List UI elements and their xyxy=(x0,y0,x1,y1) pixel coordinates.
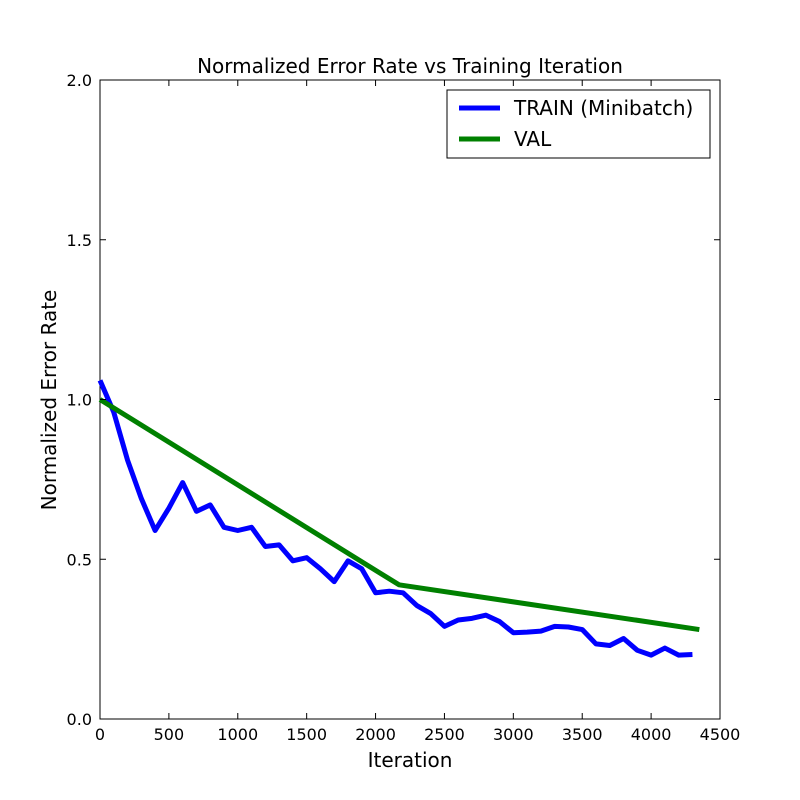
x-tick-label: 3000 xyxy=(493,725,534,744)
y-tick-label: 1.5 xyxy=(67,231,92,250)
x-axis-title: Iteration xyxy=(368,748,453,772)
legend-label: TRAIN (Minibatch) xyxy=(513,96,693,120)
x-tick-label: 500 xyxy=(154,725,185,744)
x-tick-label: 1000 xyxy=(217,725,258,744)
chart-title: Normalized Error Rate vs Training Iterat… xyxy=(197,54,623,78)
x-axis-ticks: 0 500 1000 1500 2000 2500 3000 3500 4000 4500 xyxy=(95,80,740,744)
plot-area: 0 500 1000 1500 2000 2500 3000 3500 4000 4500 0.0… xyxy=(67,71,741,744)
y-tick-label: 0.0 xyxy=(67,710,92,729)
x-tick-label: 4000 xyxy=(631,725,672,744)
x-tick-label: 0 xyxy=(95,725,105,744)
legend-box xyxy=(446,89,711,159)
y-tick-label: 1.0 xyxy=(67,391,92,410)
legend-label: VAL xyxy=(514,127,552,151)
x-tick-label: 4500 xyxy=(700,725,741,744)
x-tick-label: 2000 xyxy=(355,725,396,744)
series-layer xyxy=(97,379,700,658)
y-tick-label: 2.0 xyxy=(67,71,92,90)
legend: TRAIN (Minibatch) VAL xyxy=(446,89,711,159)
y-axis-ticks: 0.0 0.5 1.0 1.5 2.0 xyxy=(67,71,720,729)
series-line-val xyxy=(98,397,700,633)
x-tick-label: 2500 xyxy=(424,725,465,744)
plot-frame xyxy=(99,79,721,720)
x-tick-label: 3500 xyxy=(562,725,603,744)
y-axis-title: Normalized Error Rate xyxy=(37,290,61,511)
x-tick-label: 1500 xyxy=(286,725,327,744)
y-tick-label: 0.5 xyxy=(67,550,92,569)
series-line-train-minibatch xyxy=(97,379,693,658)
